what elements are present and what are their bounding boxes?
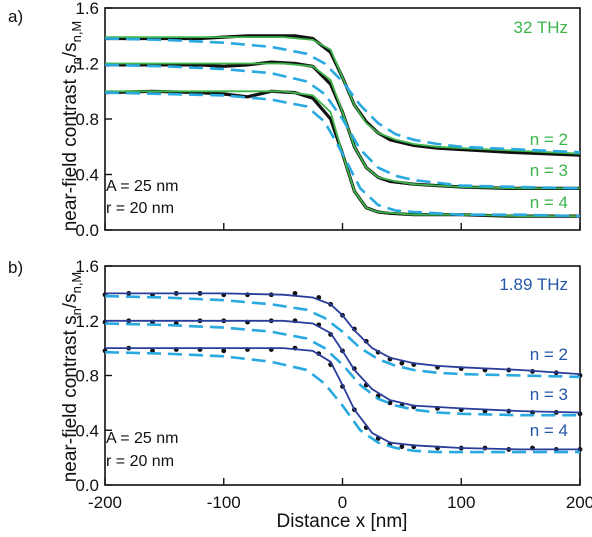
data-point	[221, 348, 227, 354]
ylabel-main: near-field contrast s	[60, 315, 81, 482]
panel-a-series-label-n4: n = 4	[530, 193, 568, 212]
model-dashed-line	[104, 294, 581, 379]
y-tick-label: 0.8	[75, 110, 99, 129]
model-solid-line	[105, 292, 581, 375]
ylabel-mid: /s	[60, 293, 81, 308]
model-solid-line	[105, 36, 581, 155]
x-tick-label: -100	[207, 493, 241, 512]
panel-b-frequency-label: 1.89 THz	[499, 275, 568, 294]
ylabel-sub1: n	[69, 308, 84, 315]
model-dashed-line	[104, 350, 580, 454]
y-tick-label: 0.8	[75, 367, 99, 386]
series-n-2	[102, 290, 583, 379]
x-axis-title: Distance x [nm]	[277, 511, 408, 532]
model-solid-line	[105, 62, 580, 190]
model-dashed-line	[104, 91, 581, 218]
y-tick-label: 1.6	[75, 257, 99, 276]
y-tick-label: 1.2	[75, 55, 99, 74]
x-tick-label: 200	[566, 493, 592, 512]
panel-a-frequency-label: 32 THz	[514, 18, 569, 37]
panel-b: b) near-field contrast sn/sn,M 0.0 0.4 0.8…	[8, 257, 592, 532]
panel-b-series-label-n4: n = 4	[530, 421, 568, 440]
ylabel-main: near-field contrast s	[60, 64, 81, 231]
series-n-4	[102, 345, 583, 454]
series-n-3	[102, 318, 583, 417]
data-point	[399, 360, 405, 366]
panel-a-series-label-n2: n = 2	[530, 130, 568, 149]
data-point	[292, 290, 298, 296]
panel-b-ylabel: near-field contrast sn/sn,M	[60, 272, 84, 483]
model-dashed-line	[104, 63, 581, 190]
ylabel-sub2: n,M	[69, 21, 84, 43]
series-n-3	[104, 60, 581, 190]
panel-a-annotation-amplitude: A = 25 nm	[106, 178, 179, 195]
y-tick-label: 0.4	[75, 166, 99, 185]
series-n-2	[104, 34, 581, 157]
x-tick-label: 100	[447, 493, 475, 512]
y-tick-label: 1.2	[75, 312, 99, 331]
data-point	[399, 444, 405, 450]
panel-b-letter: b)	[8, 258, 23, 277]
model-dashed-line	[104, 37, 581, 154]
panel-b-annotation-amplitude: A = 25 nm	[106, 430, 179, 447]
panel-b-series-label-n3: n = 3	[530, 385, 568, 404]
ylabel-mid: /s	[60, 42, 81, 57]
model-solid-line	[105, 319, 581, 414]
panel-a-letter: a)	[8, 7, 23, 26]
ylabel-sub1: n	[69, 57, 84, 64]
y-tick-label: 0.4	[75, 421, 99, 440]
panel-a-plot-area: 0.0 0.4 0.8 1.2 1.6	[75, 0, 581, 240]
model-solid-line	[105, 347, 580, 451]
panel-a: a) near-field contrast sn/sn,M 0.0 0.4 0.8…	[8, 0, 581, 240]
svg-text:near-field contrast sn/sn,M: near-field contrast sn/sn,M	[60, 272, 84, 483]
x-tick-label: 0	[338, 493, 347, 512]
model-dashed-line	[104, 322, 580, 417]
x-tick-label: -200	[88, 493, 122, 512]
panel-a-series-label-n3: n = 3	[530, 161, 568, 180]
panel-a-ylabel: near-field contrast sn/sn,M	[60, 21, 84, 232]
panel-b-annotation-radius: r = 20 nm	[106, 453, 174, 470]
panel-b-plot-area: 0.0 0.4 0.8 1.2 1.6 -200 -100 0 100 200	[75, 257, 592, 512]
y-tick-label: 1.6	[75, 0, 99, 18]
series-n-4	[104, 89, 581, 218]
panel-b-series-label-n2: n = 2	[530, 345, 568, 364]
y-tick-label: 0.0	[75, 476, 99, 495]
ylabel-sub2: n,M	[69, 272, 84, 294]
y-tick-label: 0.0	[75, 221, 99, 240]
panel-a-annotation-radius: r = 20 nm	[106, 200, 174, 217]
svg-text:near-field contrast sn/sn,M: near-field contrast sn/sn,M	[60, 21, 84, 232]
